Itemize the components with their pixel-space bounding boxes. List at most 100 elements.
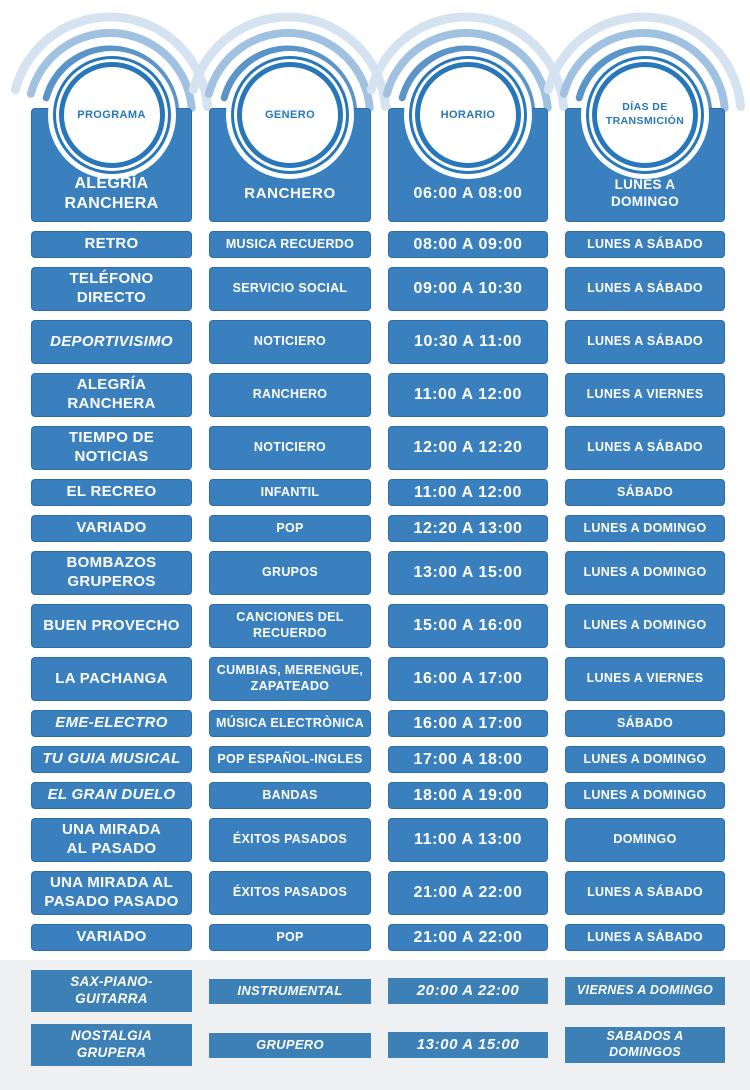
cell-genero: BANDAS [209, 782, 371, 809]
cell-programa: RETRO [31, 231, 192, 258]
cell-horario: 15:00 A 16:00 [388, 604, 548, 648]
cell-programa: TELÉFONO DIRECTO [31, 267, 192, 311]
header-circle-label: GENERO [264, 108, 316, 121]
cell-programa: ALEGRÍA RANCHERA [31, 373, 192, 417]
cell-text: 12:20 A 13:00 [413, 519, 523, 537]
cell-dias: LUNES A SÁBADO [565, 924, 725, 951]
cell-text: SAX-PIANO- GUITARRA [70, 974, 153, 1006]
cell-programa: UNA MIRADA AL PASADO PASADO [31, 871, 192, 915]
cell-genero: NOTICIERO [209, 320, 371, 364]
cell-text: LUNES A VIERNES [586, 387, 704, 402]
schedule-row: LA PACHANGA CUMBIAS, MERENGUE, ZAPATEADO 1… [31, 657, 750, 701]
cell-programa: LA PACHANGA [31, 657, 192, 701]
header-first-program: ALEGRÍA RANCHERA [64, 175, 159, 212]
cell-dias: LUNES A SÁBADO [565, 426, 725, 470]
cell-horario: 13:00 A 15:00 [388, 1032, 548, 1058]
cell-dias: LUNES A DOMINGO [565, 782, 725, 809]
cell-horario: 17:00 A 18:00 [388, 746, 548, 773]
cell-horario: 08:00 A 09:00 [388, 231, 548, 258]
cell-text: DOMINGO [613, 832, 677, 847]
header-column-dias: LUNES A DOMINGO DÍAS DE TRANSMICIÓN [543, 0, 746, 222]
cell-horario: 13:00 A 15:00 [388, 551, 548, 595]
cell-text: EME-ELECTRO [55, 714, 168, 732]
cell-text: BUEN PROVECHO [43, 616, 180, 634]
cell-text: LUNES A DOMINGO [583, 618, 707, 633]
schedule-row: SAX-PIANO- GUITARRA INSTRUMENTAL 20:00 A 2… [31, 970, 750, 1012]
header-circle: GENERO [237, 62, 343, 168]
cell-text: 18:00 A 19:00 [413, 786, 523, 804]
cell-text: LUNES A DOMINGO [583, 565, 707, 580]
header-circle-label: PROGRAMA [77, 108, 146, 121]
cell-programa: EL RECREO [31, 479, 192, 506]
cell-horario: 12:00 A 12:20 [388, 426, 548, 470]
cell-text: 20:00 A 22:00 [416, 981, 520, 999]
cell-horario: 18:00 A 19:00 [388, 782, 548, 809]
cell-genero: ÉXITOS PASADOS [209, 871, 371, 915]
cell-programa: SAX-PIANO- GUITARRA [31, 970, 192, 1012]
cell-text: 21:00 A 22:00 [413, 884, 523, 901]
cell-text: LUNES A SÁBADO [587, 236, 703, 251]
cell-dias: VIERNES A DOMINGO [565, 977, 725, 1005]
cell-text: LUNES A DOMINGO [583, 787, 707, 802]
cell-genero: POP [209, 924, 371, 951]
header-circle: HORARIO [415, 62, 521, 168]
cell-dias: LUNES A DOMINGO [565, 746, 725, 773]
cell-text: 17:00 A 18:00 [413, 750, 523, 768]
cell-text: POP [276, 520, 304, 535]
cell-text: GRUPERO [256, 1036, 324, 1052]
cell-genero: RANCHERO [209, 373, 371, 417]
header-first-days: LUNES A DOMINGO [610, 177, 680, 209]
cell-horario: 11:00 A 12:00 [388, 373, 548, 417]
schedule-row: EL RECREO INFANTIL 11:00 A 12:00 SÁBADO [31, 479, 750, 506]
cell-text: SABADOS A DOMINGOS [606, 1029, 684, 1059]
cell-text: MÚSICA ELECTRÒNICA [216, 715, 364, 730]
cell-programa: BOMBAZOS GRUPEROS [31, 551, 192, 595]
cell-text: 10:30 A 11:00 [413, 333, 523, 350]
cell-programa: TIEMPO DE NOTICIAS [31, 426, 192, 470]
cell-text: 11:00 A 12:00 [413, 483, 523, 501]
cell-genero: POP ESPAÑOL-INGLES [209, 746, 371, 773]
header-first-genre: RANCHERO [244, 184, 336, 202]
schedule-row: BOMBAZOS GRUPEROS GRUPOS 13:00 A 15:00 LUNE… [31, 551, 750, 595]
cell-text: SÁBADO [617, 715, 673, 730]
header-circle: PROGRAMA [58, 62, 165, 168]
cell-genero: GRUPERO [209, 1032, 371, 1058]
schedule-row: ALEGRÍA RANCHERA RANCHERO 11:00 A 12:00 LUN… [31, 373, 750, 417]
cell-programa: BUEN PROVECHO [31, 604, 192, 648]
schedule-row: NOSTALGIA GRUPERA GRUPERO 13:00 A 15:00 SAB… [31, 1024, 750, 1066]
cell-text: CANCIONES DEL RECUERDO [236, 610, 344, 640]
schedule-row: EL GRAN DUELO BANDAS 18:00 A 19:00 LUNES A … [31, 782, 750, 809]
cell-text: 16:00 A 17:00 [413, 670, 523, 687]
header-first-time: 06:00 A 08:00 [413, 185, 523, 202]
table-header: ALEGRÍA RANCHERA PROGRAMA RANCHERO GENER… [10, 0, 750, 222]
cell-text: LA PACHANGA [55, 669, 168, 687]
cell-text: LUNES A DOMINGO [583, 751, 707, 766]
cell-genero: MUSICA RECUERDO [209, 231, 371, 258]
cell-text: LUNES A SÁBADO [587, 281, 703, 296]
schedule-row: UNA MIRADA AL PASADO PASADO ÉXITOS PASADO… [31, 871, 750, 915]
schedule-row: UNA MIRADA AL PASADO ÉXITOS PASADOS 11:00 … [31, 818, 750, 862]
cell-text: SÁBADO [617, 484, 673, 499]
cell-text: SERVICIO SOCIAL [232, 281, 348, 296]
cell-text: DEPORTIVISIMO [50, 332, 173, 350]
footer-rows: SAX-PIANO- GUITARRA INSTRUMENTAL 20:00 A 2… [0, 970, 750, 1066]
cell-dias: LUNES A VIERNES [565, 657, 725, 701]
schedule-row: TU GUIA MUSICAL POP ESPAÑOL-INGLES 17:00 A… [31, 746, 750, 773]
cell-horario: 16:00 A 17:00 [388, 710, 548, 737]
cell-text: RETRO [84, 235, 139, 253]
cell-text: TELÉFONO DIRECTO [69, 270, 154, 306]
header-column-horario: 06:00 A 08:00 HORARIO [366, 0, 569, 222]
cell-text: 13:00 A 15:00 [416, 1035, 520, 1053]
cell-text: EL RECREO [66, 483, 157, 501]
cell-genero: CUMBIAS, MERENGUE, ZAPATEADO [209, 657, 371, 701]
cell-horario: 10:30 A 11:00 [388, 320, 548, 364]
cell-horario: 20:00 A 22:00 [388, 978, 548, 1004]
header-circle-label: HORARIO [440, 108, 496, 121]
cell-text: UNA MIRADA AL PASADO [61, 821, 162, 857]
cell-text: BANDAS [262, 787, 318, 802]
cell-text: MUSICA RECUERDO [225, 236, 355, 251]
cell-dias: LUNES A SÁBADO [565, 267, 725, 311]
cell-text: TIEMPO DE NOTICIAS [68, 429, 155, 465]
cell-text: 11:00 A 13:00 [413, 831, 523, 848]
